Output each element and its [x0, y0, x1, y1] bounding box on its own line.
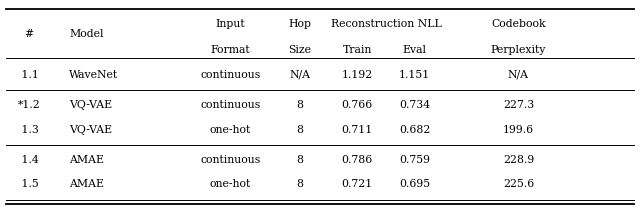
- Text: continuous: continuous: [200, 100, 260, 110]
- Text: continuous: continuous: [200, 70, 260, 80]
- Text: 0.721: 0.721: [342, 180, 372, 189]
- Text: 8: 8: [296, 125, 303, 135]
- Text: 0.759: 0.759: [399, 155, 430, 165]
- Text: continuous: continuous: [200, 155, 260, 165]
- Text: 0.682: 0.682: [399, 125, 431, 135]
- Text: AMAE: AMAE: [69, 180, 104, 189]
- Text: 1.4: 1.4: [19, 155, 39, 165]
- Text: Eval: Eval: [403, 45, 427, 55]
- Text: Size: Size: [288, 45, 311, 55]
- Text: #: #: [24, 29, 33, 39]
- Text: 227.3: 227.3: [503, 100, 534, 110]
- Text: one-hot: one-hot: [210, 180, 251, 189]
- Text: Perplexity: Perplexity: [491, 45, 546, 55]
- Text: 8: 8: [296, 155, 303, 165]
- Text: 8: 8: [296, 100, 303, 110]
- Text: Format: Format: [211, 45, 250, 55]
- Text: WaveNet: WaveNet: [69, 70, 118, 80]
- Text: Reconstruction NLL: Reconstruction NLL: [330, 19, 442, 29]
- Text: Model: Model: [69, 29, 104, 39]
- Text: VQ-VAE: VQ-VAE: [69, 100, 112, 110]
- Text: 0.711: 0.711: [342, 125, 372, 135]
- Text: Train: Train: [342, 45, 372, 55]
- Text: 0.734: 0.734: [399, 100, 430, 110]
- Text: VQ-VAE: VQ-VAE: [69, 125, 112, 135]
- Text: 0.695: 0.695: [399, 180, 430, 189]
- Text: 0.786: 0.786: [342, 155, 372, 165]
- Text: N/A: N/A: [289, 70, 310, 80]
- Text: 228.9: 228.9: [503, 155, 534, 165]
- Text: 1.5: 1.5: [19, 180, 39, 189]
- Text: Codebook: Codebook: [491, 19, 546, 29]
- Text: N/A: N/A: [508, 70, 529, 80]
- Text: 1.3: 1.3: [19, 125, 39, 135]
- Text: 1.151: 1.151: [399, 70, 430, 80]
- Text: AMAE: AMAE: [69, 155, 104, 165]
- Text: one-hot: one-hot: [210, 125, 251, 135]
- Text: 1.1: 1.1: [19, 70, 39, 80]
- Text: 8: 8: [296, 180, 303, 189]
- Text: Input: Input: [216, 19, 245, 29]
- Text: 0.766: 0.766: [342, 100, 372, 110]
- Text: Hop: Hop: [288, 19, 311, 29]
- Text: 1.192: 1.192: [342, 70, 372, 80]
- Text: *1.2: *1.2: [17, 100, 40, 110]
- Text: 199.6: 199.6: [503, 125, 534, 135]
- Text: 225.6: 225.6: [503, 180, 534, 189]
